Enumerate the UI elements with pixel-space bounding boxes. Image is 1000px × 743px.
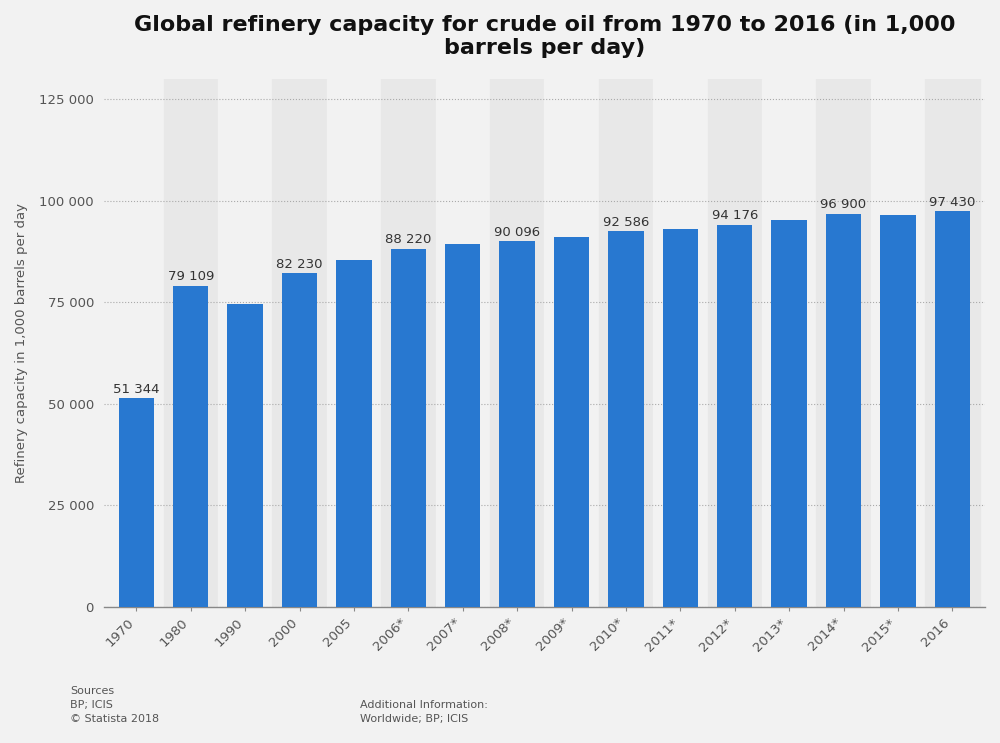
- Text: 92 586: 92 586: [603, 215, 649, 229]
- Bar: [381, 80, 436, 607]
- Bar: [490, 80, 544, 607]
- Text: Additional Information:
Worldwide; BP; ICIS: Additional Information: Worldwide; BP; I…: [360, 701, 488, 724]
- Bar: [717, 224, 752, 607]
- Bar: [499, 241, 535, 607]
- Bar: [173, 286, 208, 607]
- Bar: [109, 80, 164, 607]
- Bar: [119, 398, 154, 607]
- Text: 88 220: 88 220: [385, 233, 432, 247]
- Text: Sources
BP; ICIS
© Statista 2018: Sources BP; ICIS © Statista 2018: [70, 687, 159, 724]
- Bar: [871, 80, 925, 607]
- Bar: [708, 80, 762, 607]
- Text: 79 109: 79 109: [168, 270, 214, 283]
- Bar: [436, 80, 490, 607]
- Bar: [935, 211, 970, 607]
- Bar: [272, 80, 327, 607]
- Bar: [164, 80, 218, 607]
- Bar: [663, 230, 698, 607]
- Bar: [826, 213, 861, 607]
- Text: 51 344: 51 344: [113, 383, 160, 396]
- Bar: [282, 273, 317, 607]
- Bar: [218, 80, 272, 607]
- Text: 82 230: 82 230: [276, 258, 323, 270]
- Text: 97 430: 97 430: [929, 196, 976, 209]
- Text: 96 900: 96 900: [820, 198, 867, 211]
- Bar: [762, 80, 816, 607]
- Bar: [336, 260, 372, 607]
- Bar: [227, 304, 263, 607]
- Bar: [771, 221, 807, 607]
- Bar: [608, 231, 644, 607]
- Bar: [544, 80, 599, 607]
- Bar: [816, 80, 871, 607]
- Bar: [925, 80, 980, 607]
- Bar: [880, 215, 916, 607]
- Bar: [599, 80, 653, 607]
- Text: 90 096: 90 096: [494, 226, 540, 239]
- Bar: [445, 244, 480, 607]
- Title: Global refinery capacity for crude oil from 1970 to 2016 (in 1,000
barrels per d: Global refinery capacity for crude oil f…: [134, 15, 955, 58]
- Text: 94 176: 94 176: [712, 209, 758, 222]
- Bar: [653, 80, 708, 607]
- Bar: [327, 80, 381, 607]
- Bar: [391, 249, 426, 607]
- Y-axis label: Refinery capacity in 1,000 barrels per day: Refinery capacity in 1,000 barrels per d…: [15, 203, 28, 483]
- Bar: [554, 237, 589, 607]
